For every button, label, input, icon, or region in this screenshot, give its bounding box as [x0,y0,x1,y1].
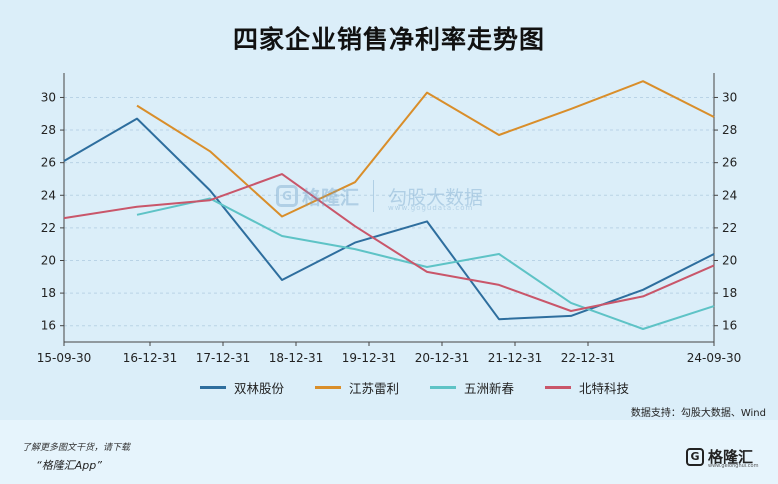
legend-item-2: 五洲新春 [430,378,545,397]
x-tick-label: 16-12-31 [123,351,177,365]
x-tick-label: 20-12-31 [415,351,469,365]
y-tick-label-right: 24 [722,188,737,202]
chart-title: 四家企业销售净利率走势图 [232,25,545,54]
watermark-divider [373,180,375,212]
watermark: G 格隆汇 勾股大数据 www.gogudata.com [276,180,483,212]
x-tick-label: 22-12-31 [561,351,615,365]
y-tick-label-left: 22 [41,221,56,235]
watermark-url: www.gogudata.com [388,204,474,212]
y-tick-label-left: 24 [41,188,56,202]
y-tick-label-right: 18 [722,286,737,300]
source-note: 数据支持：勾股大数据、Wind [630,408,766,419]
gelonghui-logo-icon: G [276,185,298,207]
legend-label-1: 江苏雷利 [349,381,400,396]
legend-label-2: 五洲新春 [464,381,515,396]
footer-app-name: “格隆汇App” [36,459,102,472]
y-tick-label-left: 20 [41,253,56,267]
y-tick-label-right: 28 [722,123,737,137]
legend-item-0: 双林股份 [200,378,315,397]
x-tick-label: 17-12-31 [196,351,250,365]
x-tick-label: 24-09-30 [687,351,741,365]
legend-swatch-0 [200,386,226,389]
y-tick-label-left: 16 [41,319,56,333]
y-tick-label-right: 16 [722,319,737,333]
gelonghui-logo-icon: G [686,447,704,466]
footer-logo-url: www.gelonghui.com [708,463,759,469]
legend-swatch-3 [545,386,571,389]
footer-note: 了解更多图文干货，请下载 [22,443,131,453]
x-tick-label: 15-09-30 [37,351,91,365]
legend-label-3: 北特科技 [579,381,630,396]
footer-logo-text: 格隆汇 [708,448,754,466]
y-tick-label-right: 30 [722,90,737,104]
y-tick-label-right: 20 [722,253,737,267]
watermark-product: 勾股大数据 [388,186,484,209]
series-line-1 [136,80,715,218]
x-tick-label: 21-12-31 [488,351,542,365]
x-tick-label: 18-12-31 [269,351,323,365]
legend-swatch-2 [430,386,456,389]
y-tick-label-left: 26 [41,156,56,170]
footer-banner [0,420,778,484]
y-tick-label-right: 26 [722,156,737,170]
series-line-0 [63,117,715,321]
legend-item-1: 江苏雷利 [315,378,430,397]
legend-label-0: 双林股份 [234,381,285,396]
series-line-3 [63,173,715,312]
footer-logo: G 格隆汇 [686,446,753,467]
legend-item-3: 北特科技 [545,378,660,397]
series-line-2 [136,197,715,330]
y-tick-label-right: 22 [722,221,737,235]
x-tick-label: 19-12-31 [342,351,396,365]
y-tick-label-left: 30 [41,90,56,104]
y-tick-label-left: 18 [41,286,56,300]
watermark-brand: 格隆汇 [302,186,360,209]
y-tick-label-left: 28 [41,123,56,137]
chart-legend: 双林股份 江苏雷利 五洲新春 北特科技 [200,378,660,397]
legend-swatch-1 [315,386,341,389]
